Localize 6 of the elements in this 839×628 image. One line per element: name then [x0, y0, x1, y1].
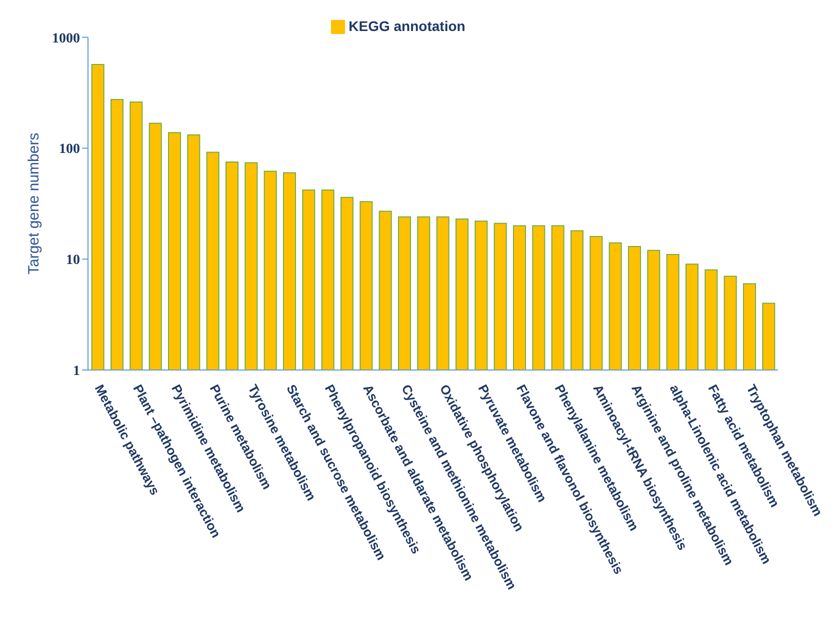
legend-label: KEGG annotation [348, 18, 466, 34]
y-tick-label: 1 [73, 364, 80, 379]
y-tick-label: 1000 [52, 31, 80, 46]
y-axis-title: Target gene numbers [25, 132, 42, 275]
y-tick-label: 10 [66, 253, 80, 268]
y-tick-label: 100 [59, 142, 80, 158]
